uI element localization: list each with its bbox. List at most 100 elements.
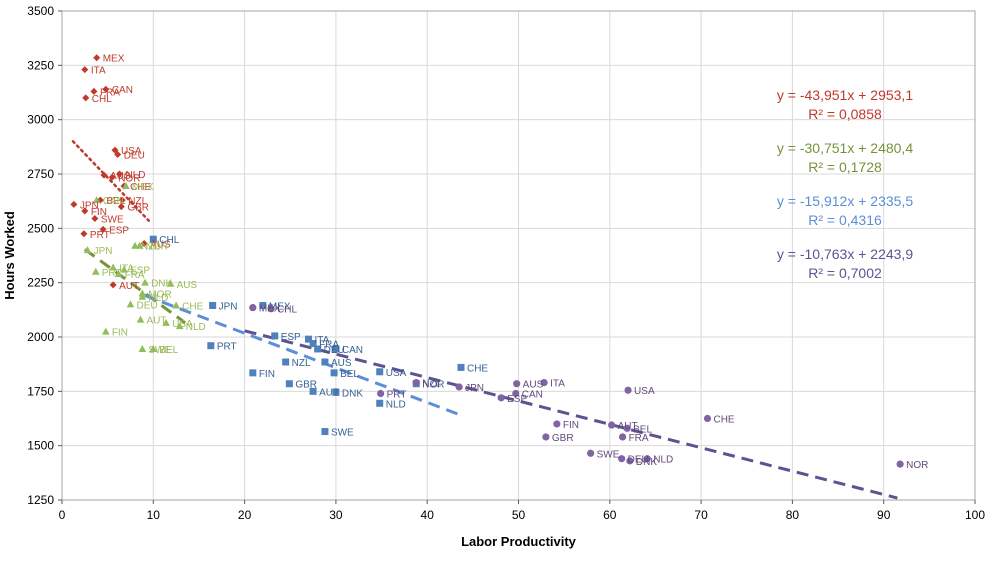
data-point — [497, 394, 505, 402]
point-label: NLD — [386, 399, 406, 410]
point-label: ITA — [550, 379, 565, 390]
point-label: AUS — [523, 380, 544, 391]
point-label: DNK — [151, 279, 172, 290]
data-point — [135, 241, 144, 249]
point-label: GBR — [552, 433, 574, 444]
point-label: CAN — [522, 390, 543, 401]
data-point — [100, 171, 108, 179]
point-label: CHL — [92, 94, 112, 105]
point-label: MEX — [269, 301, 291, 312]
point-label: BEL — [106, 196, 125, 207]
point-label: FIN — [563, 420, 579, 431]
data-point — [626, 457, 634, 465]
data-point — [321, 428, 329, 436]
trendline — [71, 140, 150, 222]
data-point — [102, 85, 110, 93]
point-label: AUT — [618, 421, 638, 432]
data-point — [282, 358, 290, 366]
x-tick-label: 90 — [877, 508, 891, 522]
x-tick-label: 100 — [965, 508, 985, 522]
trendline — [83, 248, 187, 325]
point-label: USA — [386, 368, 407, 379]
point-label: NZL — [422, 379, 441, 390]
point-label: NOR — [146, 242, 168, 253]
x-tick-label: 70 — [694, 508, 708, 522]
trend-equation: y = -10,763x + 2243,9 — [777, 246, 913, 262]
data-point — [136, 315, 145, 323]
data-points — [70, 54, 904, 468]
point-label: PRT — [90, 230, 110, 241]
point-label: DEU — [628, 455, 649, 466]
data-point — [309, 340, 317, 348]
data-point — [618, 455, 626, 463]
point-label: JPN — [80, 200, 99, 211]
y-tick-label: 3250 — [27, 58, 54, 72]
data-point — [330, 369, 338, 377]
point-label: ITA — [91, 66, 106, 77]
point-label: AUT — [319, 387, 339, 398]
point-label: USA — [172, 319, 193, 330]
data-point — [623, 424, 631, 432]
trendlines — [71, 140, 898, 500]
data-point — [122, 181, 130, 189]
point-label: USA — [121, 146, 142, 157]
x-tick-label: 10 — [147, 508, 161, 522]
point-label: CHL — [159, 235, 179, 246]
data-point — [285, 380, 293, 388]
point-label: AUS — [150, 240, 171, 251]
data-point — [309, 387, 317, 395]
data-point — [162, 318, 170, 326]
trend-equation: y = -15,912x + 2335,5 — [777, 193, 913, 209]
point-label: FIN — [91, 207, 107, 218]
point-label: CHL — [277, 305, 297, 316]
point-label: SWE — [101, 215, 124, 226]
y-axis-title: Hours Worked — [2, 211, 17, 300]
point-label: NLD — [186, 322, 206, 333]
y-tick-label: 3000 — [27, 113, 54, 127]
point-label: ESP — [109, 225, 129, 236]
data-point — [207, 342, 215, 350]
data-point — [618, 433, 627, 441]
data-point — [138, 344, 147, 352]
data-point — [116, 170, 124, 178]
point-label: NZL — [292, 358, 311, 369]
point-label: SWE — [597, 449, 620, 460]
point-label: NOR — [906, 460, 928, 471]
y-tick-label: 2250 — [27, 276, 54, 290]
trend-equation: y = -30,751x + 2480,4 — [777, 140, 913, 156]
point-label: CHE — [182, 301, 203, 312]
x-tick-label: 0 — [59, 508, 66, 522]
point-label: BEL — [340, 369, 359, 380]
point-label: BEL — [159, 345, 178, 356]
point-label: AUT — [147, 316, 167, 327]
data-point — [109, 263, 117, 271]
point-label: NZL — [141, 242, 160, 253]
x-tick-label: 20 — [238, 508, 252, 522]
y-tick-label: 2750 — [27, 167, 54, 181]
point-label: FRA — [125, 270, 145, 281]
point-label: CAN — [112, 85, 133, 96]
point-label: DEU — [136, 300, 157, 311]
data-point — [80, 230, 88, 238]
data-point — [332, 345, 340, 353]
point-label: DEU — [124, 150, 145, 161]
data-point — [377, 389, 385, 398]
point-label: GBR — [295, 380, 317, 391]
point-label: USA — [634, 386, 655, 397]
data-point — [92, 196, 101, 204]
data-point — [455, 383, 463, 391]
x-tick-label: 50 — [512, 508, 526, 522]
data-point — [82, 94, 90, 102]
point-label: CAN — [342, 345, 363, 356]
data-point — [109, 281, 117, 289]
data-point — [896, 460, 904, 468]
point-label: DEU — [324, 345, 345, 356]
data-point — [624, 386, 632, 394]
data-point — [91, 215, 99, 223]
trend-r-squared: R² = 0,7002 — [808, 265, 882, 281]
data-point — [209, 301, 217, 309]
x-axis-ticks: 0 10 20 30 40 50 60 70 80 90 100 — [59, 500, 985, 522]
data-point — [587, 449, 595, 457]
data-point — [643, 455, 651, 463]
data-point — [305, 335, 313, 343]
